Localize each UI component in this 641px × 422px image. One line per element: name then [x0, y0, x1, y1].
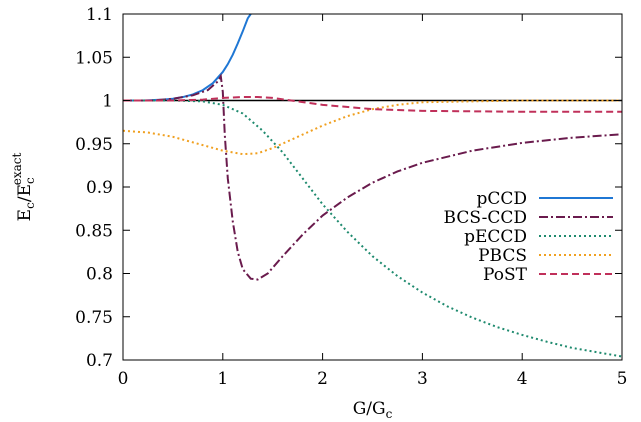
- y-tick-label: 1.1: [86, 5, 113, 25]
- y-axis-title-slash: /: [15, 196, 35, 202]
- y-tick-label: 0.8: [86, 265, 113, 285]
- legend-label-pccd: pCCD: [476, 189, 527, 209]
- y-tick-label: 0.95: [75, 135, 113, 155]
- series-line-post: [123, 96, 622, 113]
- series-line-pccd: [123, 14, 252, 102]
- y-tick-label: 1: [102, 92, 113, 112]
- legend-label-bcs-ccd: BCS-CCD: [444, 208, 527, 228]
- x-tick-label: 1: [217, 369, 228, 389]
- y-axis-title-main: E: [15, 209, 35, 221]
- y-axis-title-base: E: [15, 184, 35, 196]
- y-axis-title-superscript: exact: [10, 153, 24, 186]
- series-line-bcs-ccd: [123, 73, 622, 281]
- x-tick-label: 4: [517, 369, 528, 389]
- y-tick-label: 0.9: [86, 178, 113, 198]
- x-tick-label: 2: [317, 369, 328, 389]
- y-tick-label: 1.05: [75, 48, 113, 68]
- y-tick-label: 0.75: [75, 308, 113, 328]
- x-tick-label: 0: [118, 369, 129, 389]
- x-axis-title-main: G/G: [353, 399, 386, 419]
- legend-label-post: PoST: [483, 265, 528, 285]
- y-tick-label: 0.85: [75, 221, 113, 241]
- x-axis-title: G/Gc: [353, 399, 393, 421]
- y-axis-title: Ec/Ecexact: [10, 153, 37, 222]
- series-line-pbcs: [123, 99, 622, 156]
- series-line-peccd: [123, 99, 622, 358]
- y-axis-title-subscript: c: [23, 177, 37, 184]
- y-axis-title-sub: c: [23, 202, 37, 209]
- x-axis-title-sub: c: [386, 407, 393, 421]
- x-tick-label: 5: [617, 369, 628, 389]
- legend-label-peccd: pECCD: [464, 227, 527, 247]
- legend-label-pbcs: PBCS: [478, 246, 527, 266]
- y-tick-label: 0.7: [86, 351, 113, 371]
- x-tick-label: 3: [417, 369, 428, 389]
